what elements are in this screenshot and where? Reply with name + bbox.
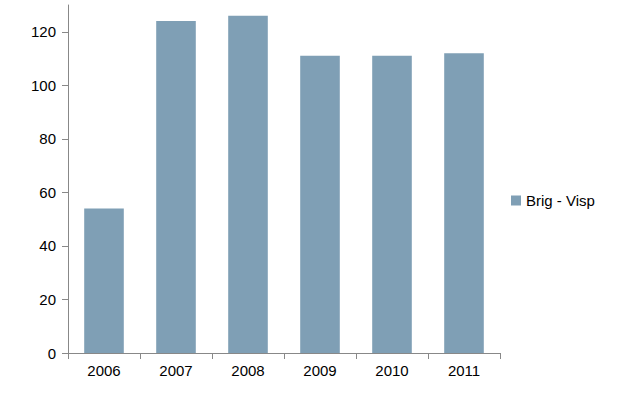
svg-text:100: 100: [31, 77, 56, 94]
svg-text:2007: 2007: [159, 362, 192, 379]
svg-text:60: 60: [39, 184, 56, 201]
svg-text:20: 20: [39, 291, 56, 308]
svg-text:Brig - Visp: Brig - Visp: [526, 192, 595, 209]
svg-text:120: 120: [31, 23, 56, 40]
svg-text:2006: 2006: [87, 362, 120, 379]
svg-text:0: 0: [48, 345, 56, 362]
svg-text:2008: 2008: [231, 362, 264, 379]
svg-text:80: 80: [39, 130, 56, 147]
svg-text:2011: 2011: [448, 362, 480, 379]
svg-text:2010: 2010: [375, 362, 408, 379]
svg-text:40: 40: [39, 237, 56, 254]
svg-text:2009: 2009: [303, 362, 336, 379]
